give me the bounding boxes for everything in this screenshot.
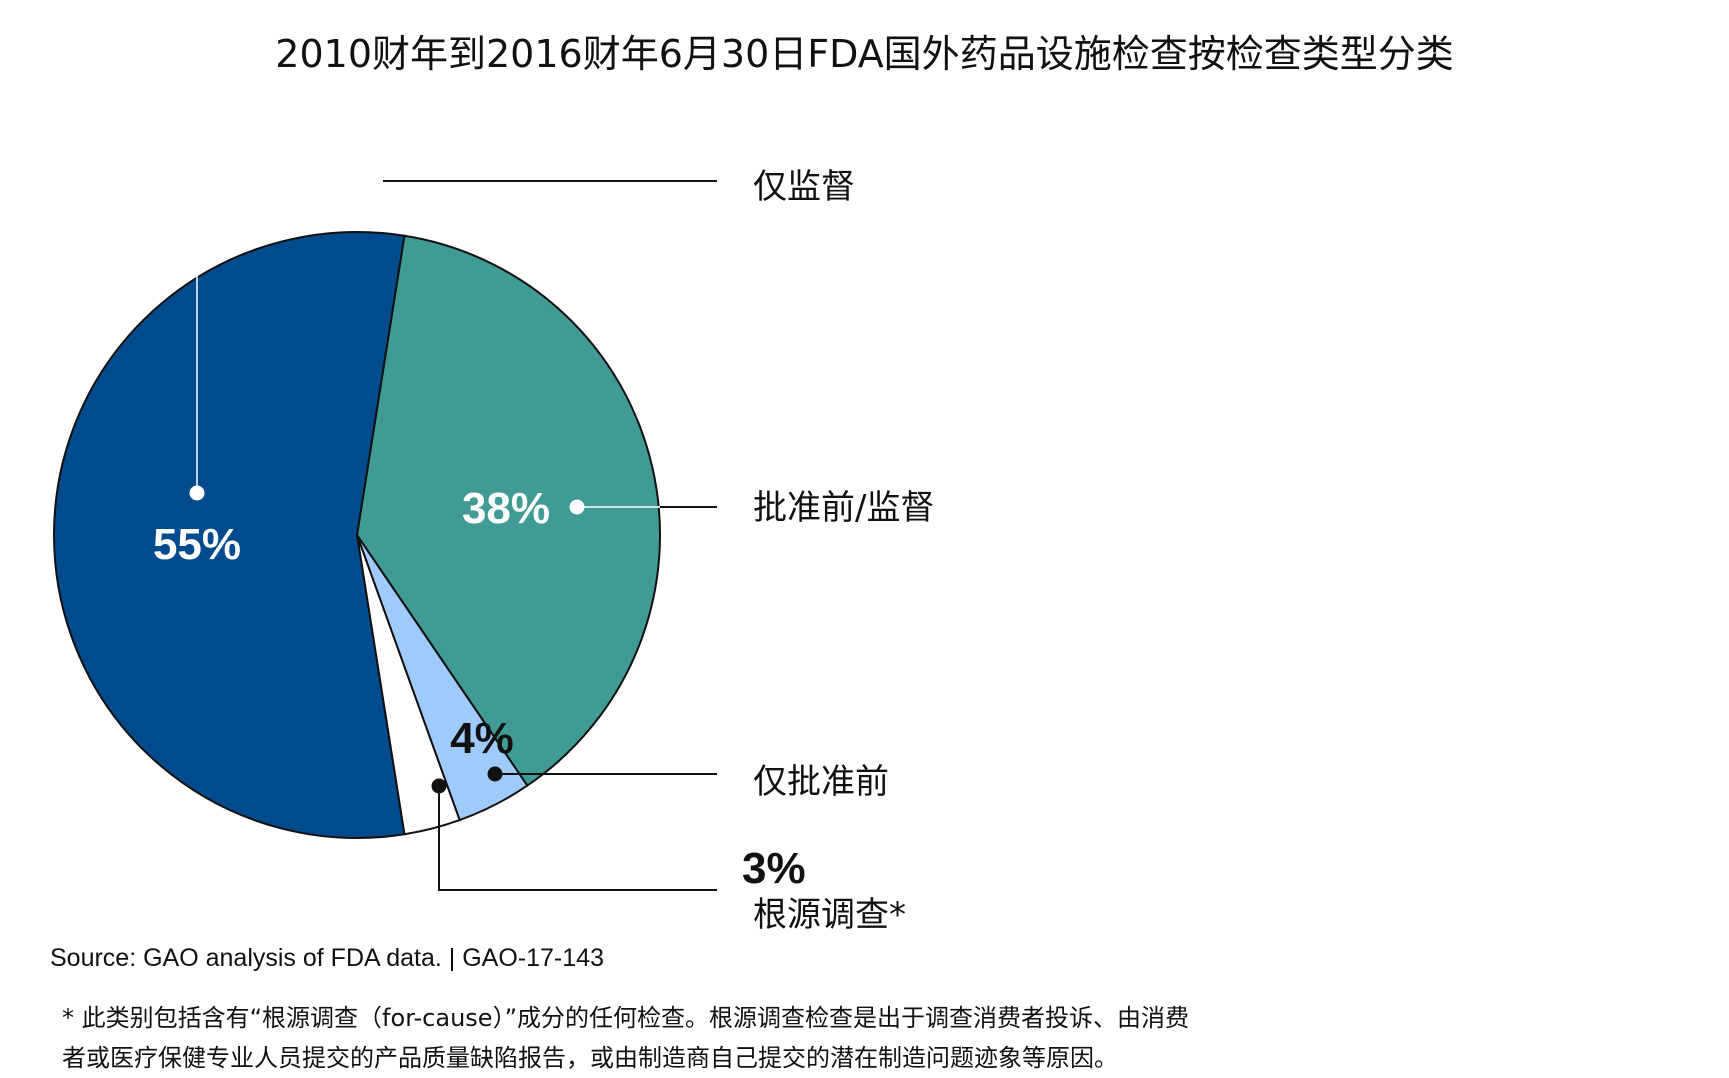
leader-dot-2	[487, 766, 503, 782]
value-label-2: 4%	[450, 714, 514, 763]
footnote-line-2: 者或医疗保健专业人员提交的产品质量缺陷报告，或由制造商自己提交的潜在制造问题迹象…	[62, 1044, 1118, 1072]
value-labels: 55% 38% 4% 3%	[153, 484, 806, 893]
leader-dot-1	[569, 499, 585, 515]
pie-slice-0	[53, 231, 406, 839]
footnote-line-1: * 此类别包括含有“根源调查（for-cause）”成分的任何检查。根源调查检查…	[62, 1004, 1190, 1032]
leader-line-3	[438, 786, 717, 891]
leader-lines	[189, 180, 717, 891]
leader-dot-3	[431, 778, 447, 794]
category-label-1: 批准前/监督	[753, 488, 934, 528]
value-label-3: 3%	[742, 844, 806, 893]
pie-slice-1	[355, 234, 661, 788]
footnote: * 此类别包括含有“根源调查（for-cause）”成分的任何检查。根源调查检查…	[62, 998, 1292, 1078]
source-note: Source: GAO analysis of FDA data. | GAO-…	[50, 944, 604, 972]
category-label-2: 仅批准前	[753, 762, 889, 802]
value-label-1: 38%	[462, 484, 550, 533]
leader-dot-0	[189, 485, 205, 501]
chart-title: 2010财年到2016财年6月30日FDA国外药品设施检查按检查类型分类	[275, 32, 1454, 76]
category-label-0: 仅监督	[753, 167, 855, 207]
category-label-3: 根源调查*	[753, 895, 906, 935]
pie-slices	[53, 231, 661, 839]
value-label-0: 55%	[153, 520, 241, 569]
